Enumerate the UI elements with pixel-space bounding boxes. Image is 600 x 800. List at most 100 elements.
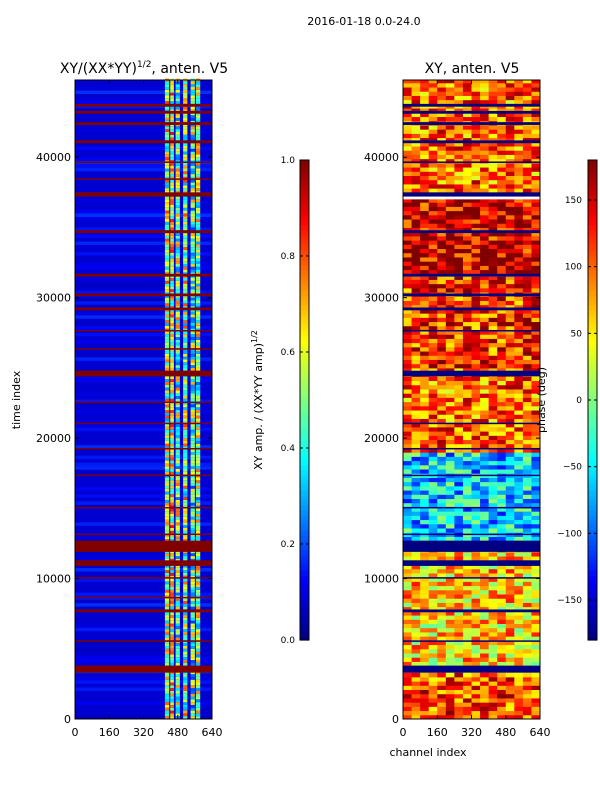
amplitude-channel-cell [175,598,180,602]
amplitude-noise-band [75,315,212,319]
phase-cell [420,384,430,390]
amplitude-channel-cell [183,516,188,520]
amplitude-channel-cell [195,362,201,366]
phase-cell [445,523,455,529]
phase-cell [445,276,455,280]
amplitude-channel-cell [190,418,195,422]
phase-cell [471,523,481,529]
phase-cell [437,124,447,130]
amplitude-channel-cell [195,266,201,270]
phase-cell [403,158,413,164]
amplitude-channel-cell [170,513,174,517]
amplitude-channel-cell [195,92,201,96]
phase-colorbar-step [588,290,597,296]
amplitude-channel-cell [175,154,180,158]
phase-cell [497,359,507,365]
phase-cell [522,287,532,293]
phase-cell [437,397,447,403]
amplitude-channel-cell [190,398,195,402]
amplitude-channel-cell [195,553,201,557]
amplitude-channel-cell [170,662,174,666]
phase-cell [522,606,532,612]
amplitude-flagged-row [75,596,212,599]
amplitude-channel-cell [190,690,195,694]
phase-cell [403,676,413,682]
phase-cell [497,702,507,707]
phase-cell [437,202,447,207]
phase-cell [531,351,541,356]
phase-cell [505,252,515,258]
phase-cell [445,154,455,160]
amplitude-channel-cell [190,395,195,399]
amplitude-channel-cell [183,283,188,287]
phase-cell [403,384,413,390]
phase-cell [522,401,532,407]
phase-cell [445,606,455,612]
amplitude-channel-cell [183,81,188,85]
phase-cell [454,214,464,220]
phase-cell [428,606,438,612]
phase-cell [462,623,472,629]
phase-cell [497,363,507,369]
phase-cell [403,279,413,285]
amplitude-channel-cell [164,199,170,203]
amplitude-channel-cell [164,606,170,610]
phase-cell [462,702,472,707]
phase-cell [497,397,507,403]
phase-cell [445,388,455,394]
phase-cell [420,91,430,96]
phase-cell [462,585,472,591]
phase-cell [514,657,524,662]
phase-cell [480,116,490,122]
amplitude-channel-cell [195,367,201,371]
phase-cell [488,129,498,134]
phase-cell [522,137,532,143]
amplitude-channel-cell [175,660,180,663]
amplitude-channel-cell [175,516,180,520]
phase-cell [411,602,421,608]
phase-cell [420,506,430,512]
phase-cell [480,443,490,449]
phase-cell [505,676,515,682]
phase-cell [420,313,430,318]
phase-cell [437,287,447,293]
phase-cell [428,443,438,449]
phase-cell [522,183,532,189]
phase-cell [462,676,472,682]
phase-cell [445,317,455,323]
phase-cell [428,410,438,415]
phase-cell [488,80,498,84]
phase-cell [488,594,498,599]
amplitude-channel-cell [183,126,188,130]
amplitude-channel-cell [190,280,195,284]
phase-cell [505,511,515,516]
phase-cell [505,426,515,432]
phase-cell [437,329,447,335]
phase-cell [497,435,507,441]
amplitude-channel-cell [170,713,174,717]
phase-cell [522,581,532,587]
amplitude-channel-cell [175,457,180,461]
amplitude-colorbar-step [300,415,309,421]
amplitude-colorbar-step [300,310,309,316]
phase-cell [522,498,532,504]
amplitude-channel-cell [183,629,188,632]
amplitude-flagged-row [75,178,212,180]
phase-cell [462,672,472,678]
phase-cell [471,556,481,561]
amplitude-channel-cell [195,275,201,279]
phase-colorbar-step [588,295,597,301]
amplitude-channel-cell [164,101,170,104]
phase-cell [403,388,413,394]
phase-cell [505,627,515,633]
amplitude-channel-cell [195,682,201,686]
phase-cell [471,283,481,289]
phase-cell [522,248,532,254]
phase-cell [420,129,430,134]
phase-cell [488,346,498,352]
phase-cell [531,464,541,470]
phase-cell [531,536,541,542]
phase-cell [454,265,464,271]
phase-cell [420,431,430,436]
amplitude-channel-cell [175,432,180,436]
